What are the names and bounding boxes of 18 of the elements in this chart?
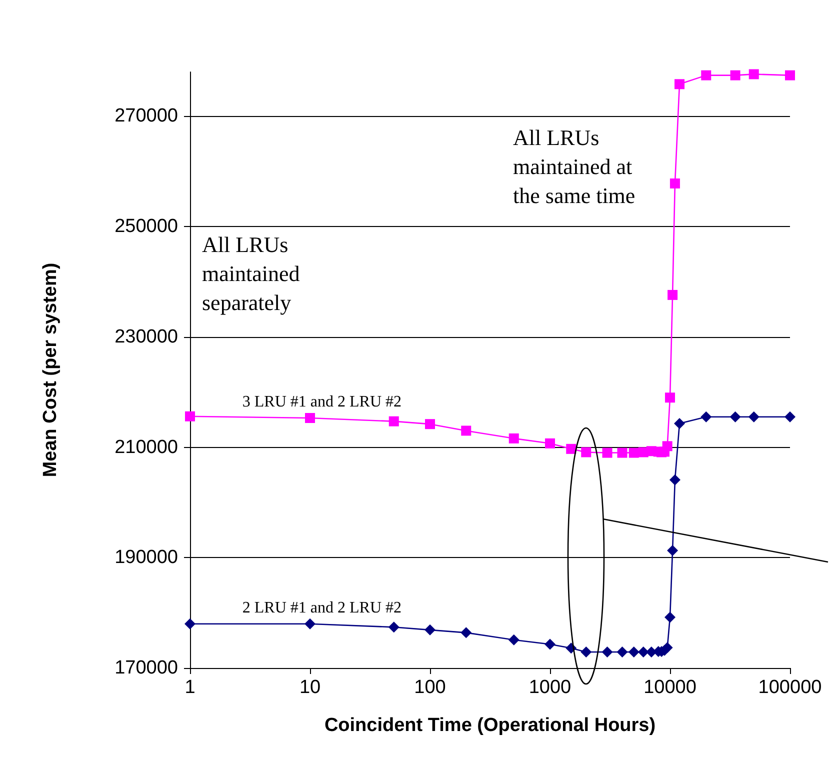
x-tick-label: 10000 (644, 677, 696, 698)
y-tick-label: 230000 (114, 326, 178, 348)
annotation: All LRUs maintained at the same time (513, 125, 636, 208)
x-tick-label: 100000 (758, 677, 822, 698)
x-axis-title: Coincident Time (Operational Hours) (324, 715, 656, 736)
y-tick-label: 190000 (114, 547, 178, 568)
series-label: 2 LRU #1 and 2 LRU #2 (242, 599, 402, 616)
y-tick-label: 170000 (114, 658, 178, 678)
y-tick-label: 270000 (114, 106, 178, 127)
x-tick-label: 1000 (528, 677, 572, 698)
y-tick-label: 250000 (114, 216, 178, 238)
x-tick-label: 100 (414, 677, 446, 698)
annotation: All LRUs maintained separately (202, 232, 300, 315)
x-tick-label: 10 (299, 677, 321, 698)
y-tick-label: 210000 (114, 436, 178, 458)
y-axis-title: Mean Cost (per system) (40, 262, 61, 478)
x-tick-label: 1 (184, 677, 196, 698)
series-label: 3 LRU #1 and 2 LRU #2 (242, 394, 402, 411)
